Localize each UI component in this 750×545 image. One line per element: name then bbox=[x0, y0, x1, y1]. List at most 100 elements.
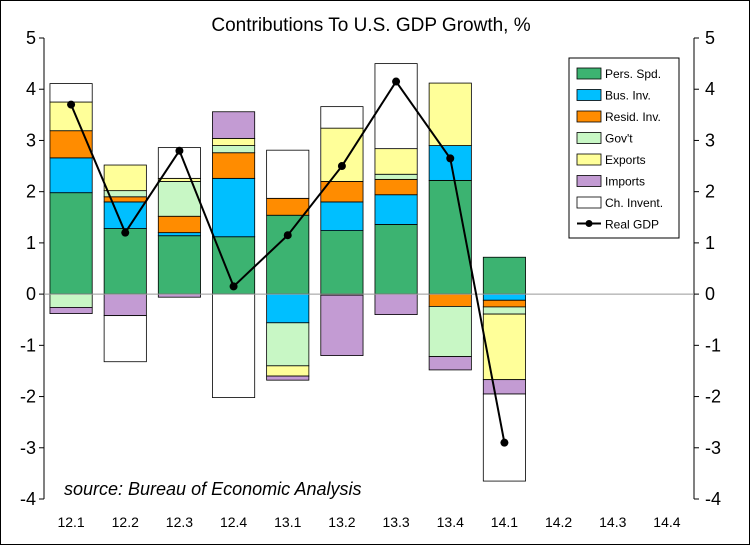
bar-segment bbox=[266, 322, 310, 367]
bar-segment bbox=[157, 232, 201, 237]
x-tick-label: 12.3 bbox=[166, 514, 193, 530]
y-tick-label-right: -3 bbox=[705, 438, 721, 458]
y-tick-label-left: 4 bbox=[26, 79, 36, 99]
gdp-line-group bbox=[67, 77, 509, 447]
x-tick-label: 14.1 bbox=[491, 514, 518, 530]
legend-label: Gov't bbox=[605, 132, 633, 146]
gdp-point bbox=[392, 77, 401, 86]
bar-segment bbox=[428, 293, 472, 307]
bar-segment bbox=[428, 356, 472, 371]
gdp-point bbox=[337, 162, 346, 171]
category-label-group: 12.1 12.2 12.3 12.4 13.1 13.2 13.3 13.4 14.1 14.2… bbox=[57, 514, 680, 530]
bar-segment bbox=[374, 224, 418, 295]
right-tick-group: 5 4 3 2 1 0 -1 -2 -3 -4 bbox=[694, 28, 721, 509]
bar-segment bbox=[157, 235, 201, 295]
bar-segment bbox=[320, 230, 364, 295]
y-tick-label-left: -2 bbox=[20, 387, 36, 407]
bar-segment bbox=[266, 365, 310, 377]
legend-box bbox=[568, 57, 680, 239]
y-tick-label-left: 3 bbox=[26, 130, 36, 150]
bar-segment bbox=[103, 201, 147, 229]
legend-swatch bbox=[576, 132, 602, 144]
x-tick-label: 12.2 bbox=[112, 514, 139, 530]
bar-segment bbox=[212, 145, 256, 154]
bar-segment bbox=[374, 178, 418, 196]
bar-segment bbox=[266, 293, 310, 324]
bar-segment bbox=[212, 293, 256, 398]
x-tick-label: 13.3 bbox=[382, 514, 409, 530]
bar-segment bbox=[103, 315, 147, 363]
x-tick-label: 14.3 bbox=[599, 514, 626, 530]
x-tick-label: 12.1 bbox=[57, 514, 84, 530]
bar-segment bbox=[320, 294, 364, 356]
legend-label: Pers. Spd. bbox=[605, 67, 661, 81]
bar-segment bbox=[482, 299, 526, 308]
bar-segment bbox=[212, 177, 256, 238]
x-tick-label: 13.4 bbox=[437, 514, 464, 530]
bar-segment bbox=[103, 293, 147, 317]
y-tick-label-left: 0 bbox=[26, 284, 36, 304]
gdp-point bbox=[500, 438, 509, 447]
bar-segment bbox=[103, 228, 147, 295]
bar-segment bbox=[212, 152, 256, 179]
bar-segment bbox=[320, 127, 364, 182]
bar-segment bbox=[212, 111, 256, 139]
bar-segment bbox=[374, 173, 418, 180]
bar-segment bbox=[428, 306, 472, 358]
gdp-point bbox=[175, 146, 184, 155]
bar-segment bbox=[482, 379, 526, 395]
y-tick-label-left: -4 bbox=[20, 489, 36, 509]
y-tick-label-right: 0 bbox=[705, 284, 715, 304]
y-tick-label-right: -4 bbox=[705, 489, 721, 509]
bar-segment bbox=[266, 214, 310, 295]
bar-segment bbox=[374, 148, 418, 175]
legend-label: Exports bbox=[605, 153, 646, 167]
bar-segment bbox=[266, 375, 310, 381]
y-tick-label-right: -1 bbox=[705, 335, 721, 355]
gdp-point bbox=[229, 282, 238, 291]
x-tick-label: 13.1 bbox=[274, 514, 301, 530]
y-tick-label-left: -3 bbox=[20, 438, 36, 458]
bar-segment bbox=[103, 164, 147, 192]
legend-swatch bbox=[576, 175, 602, 187]
y-tick-label-right: 5 bbox=[705, 28, 715, 48]
bar-segment bbox=[482, 293, 526, 301]
legend-line-marker bbox=[585, 220, 593, 227]
bar-segment bbox=[374, 194, 418, 225]
bar-segment bbox=[212, 137, 256, 146]
legend-label: Bus. Inv. bbox=[605, 89, 651, 103]
x-tick-label: 13.2 bbox=[328, 514, 355, 530]
bar-segment bbox=[49, 157, 93, 194]
y-tick-label-right: 1 bbox=[705, 233, 715, 253]
legend-label: Imports bbox=[605, 175, 645, 189]
bar-segment bbox=[320, 106, 364, 129]
bar-segment bbox=[49, 307, 93, 314]
legend-swatch bbox=[576, 196, 602, 209]
legend-swatch bbox=[576, 110, 602, 123]
bar-segment bbox=[482, 256, 526, 295]
y-tick-label-right: 2 bbox=[705, 182, 715, 202]
legend-swatch bbox=[576, 67, 602, 80]
bar-segment bbox=[266, 197, 310, 216]
x-tick-label: 14.2 bbox=[545, 514, 572, 530]
y-tick-label-right: 3 bbox=[705, 130, 715, 150]
y-tick-label-left: 1 bbox=[26, 233, 36, 253]
y-tick-label-right: 4 bbox=[705, 79, 715, 99]
legend: Pers. Spd. Bus. Inv. Resid. Inv. Gov't Expor… bbox=[568, 57, 680, 239]
y-tick-label-left: -1 bbox=[20, 335, 36, 355]
bar-segment bbox=[157, 215, 201, 234]
bar-segment bbox=[49, 83, 93, 103]
left-tick-group: 5 4 3 2 1 0 -1 -2 -3 -4 bbox=[20, 28, 44, 509]
source-note: source: Bureau of Economic Analysis bbox=[64, 479, 361, 499]
legend-label: Ch. Invent. bbox=[605, 196, 663, 210]
x-tick-label: 12.4 bbox=[220, 514, 247, 530]
x-tick-label: 14.4 bbox=[653, 514, 680, 530]
bar-segment bbox=[49, 130, 93, 159]
gdp-point bbox=[446, 154, 455, 163]
legend-swatch bbox=[576, 89, 602, 101]
bar-group bbox=[49, 63, 526, 482]
bar-segment bbox=[266, 149, 310, 199]
